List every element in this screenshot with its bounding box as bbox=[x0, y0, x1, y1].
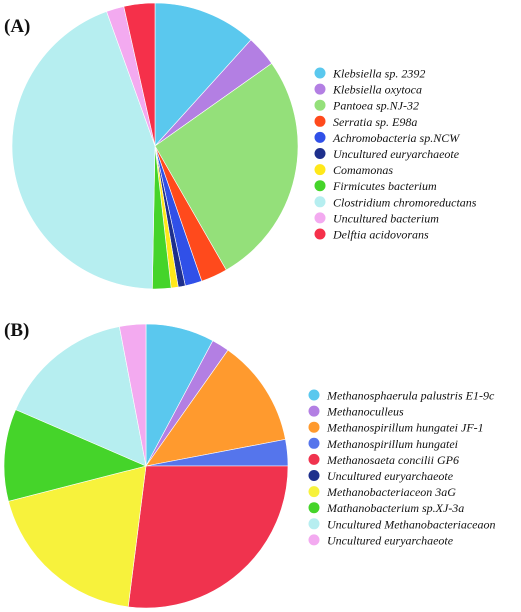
legend-label-methanobacteriaceon-3ag: Methanobacteriaceon 3aG bbox=[326, 485, 456, 499]
legend-label-uncultured-euryarchaeote: Uncultured euryarchaeote bbox=[327, 469, 454, 483]
legend-label-uncultured-bacterium: Uncultured bacterium bbox=[333, 211, 439, 225]
legend-label-delftia-acidovorans: Delftia acidovorans bbox=[332, 228, 429, 242]
legend-marker-methanobacteriaceon-3ag bbox=[308, 486, 320, 498]
pie-slice-pantoea-sp-nj-32 bbox=[154, 62, 299, 271]
legend-a: Klebsiella sp. 2392 Klebsiella oxytoca Pan… bbox=[314, 67, 477, 242]
pie-slice-uncultured-euryarchaeote bbox=[119, 323, 147, 467]
legend-label-serratia-sp-e98a: Serratia sp. E98a bbox=[333, 115, 417, 129]
legend-marker-methanoculleus bbox=[308, 405, 320, 417]
panel-label-b: (B) bbox=[4, 320, 29, 341]
legend-marker-methanosaeta-concilii-gp6 bbox=[308, 453, 320, 465]
legend-marker-methanosphaerula-palustris-e1-9c bbox=[308, 389, 320, 401]
legend-b: Methanosphaerula palustris E1-9c Methanoc… bbox=[308, 389, 496, 547]
legend-marker-firmicutes-bacterium bbox=[314, 180, 326, 192]
legend-label-achromobacteria-sp-ncw: Achromobacteria sp.NCW bbox=[332, 131, 460, 145]
legend-label-pantoea-sp-nj-32: Pantoea sp.NJ-32 bbox=[332, 99, 419, 113]
legend-marker-methanospirillum-hungatei bbox=[308, 437, 320, 449]
legend-marker-methanospirillum-hungatei-jf-1 bbox=[308, 421, 320, 433]
legend-label-methanoculleus: Methanoculleus bbox=[326, 405, 404, 419]
pie-slice-delftia-acidovorans bbox=[123, 2, 156, 147]
legend-label-methanospirillum-hungatei: Methanospirillum hungatei bbox=[326, 437, 458, 451]
legend-label-comamonas: Comamonas bbox=[333, 163, 393, 177]
pie-slice-clostridium-chromoreductans bbox=[11, 11, 156, 290]
legend-marker-pantoea-sp-nj-32 bbox=[314, 99, 326, 111]
pie-slice-methanosaeta-concilii-gp6 bbox=[127, 465, 289, 609]
legend-label-klebsiella-oxytoca: Klebsiella oxytoca bbox=[332, 83, 422, 97]
pie-slice-methanospirillum-hungatei-jf-1 bbox=[145, 349, 286, 467]
legend-label-uncultured-euryarchaeote: Uncultured euryarchaeote bbox=[333, 147, 460, 161]
pie-chart-a bbox=[11, 2, 299, 290]
legend-marker-comamonas bbox=[314, 164, 326, 176]
legend-marker-achromobacteria-sp-ncw bbox=[314, 131, 326, 143]
legend-marker-uncultured-euryarchaeote bbox=[308, 534, 320, 546]
legend-marker-klebsiella-sp-2392 bbox=[314, 67, 326, 79]
legend-label-methanospirillum-hungatei-jf-1: Methanospirillum hungatei JF-1 bbox=[326, 421, 484, 435]
legend-label-firmicutes-bacterium: Firmicutes bacterium bbox=[332, 179, 437, 193]
legend-label-methanosaeta-concilii-gp6: Methanosaeta concilii GP6 bbox=[326, 453, 459, 467]
legend-label-methanosphaerula-palustris-e1-9c: Methanosphaerula palustris E1-9c bbox=[326, 389, 495, 403]
legend-label-uncultured-euryarchaeote: Uncultured euryarchaeote bbox=[327, 533, 454, 547]
legend-marker-uncultured-bacterium bbox=[314, 212, 326, 224]
pie-chart-b bbox=[3, 323, 289, 609]
pie-slice-uncultured-methanobacteriaceaon bbox=[15, 326, 147, 467]
legend-marker-mathanobacterium-sp-xj-3a bbox=[308, 502, 320, 514]
pie-slice-mathanobacterium-sp-xj-3a bbox=[3, 409, 147, 502]
legend-label-clostridium-chromoreductans: Clostridium chromoreductans bbox=[333, 195, 477, 209]
legend-marker-uncultured-methanobacteriaceaon bbox=[308, 518, 320, 530]
legend-marker-uncultured-euryarchaeote bbox=[308, 470, 320, 481]
legend-marker-klebsiella-oxytoca bbox=[314, 83, 326, 95]
legend-label-klebsiella-sp-2392: Klebsiella sp. 2392 bbox=[332, 67, 425, 81]
legend-label-mathanobacterium-sp-xj-3a: Mathanobacterium sp.XJ-3a bbox=[326, 501, 464, 515]
legend-marker-clostridium-chromoreductans bbox=[314, 196, 326, 208]
pie-slice-klebsiella-sp-2392 bbox=[154, 2, 252, 147]
legend-label-uncultured-methanobacteriaceaon: Uncultured Methanobacteriaceaon bbox=[327, 517, 496, 531]
legend-marker-uncultured-euryarchaeote bbox=[314, 148, 326, 159]
panel-label-a: (A) bbox=[4, 16, 30, 37]
legend-marker-delftia-acidovorans bbox=[314, 228, 326, 240]
legend-marker-serratia-sp-e98a bbox=[314, 115, 326, 127]
pie-slice-methanobacteriaceon-3ag bbox=[8, 465, 147, 608]
